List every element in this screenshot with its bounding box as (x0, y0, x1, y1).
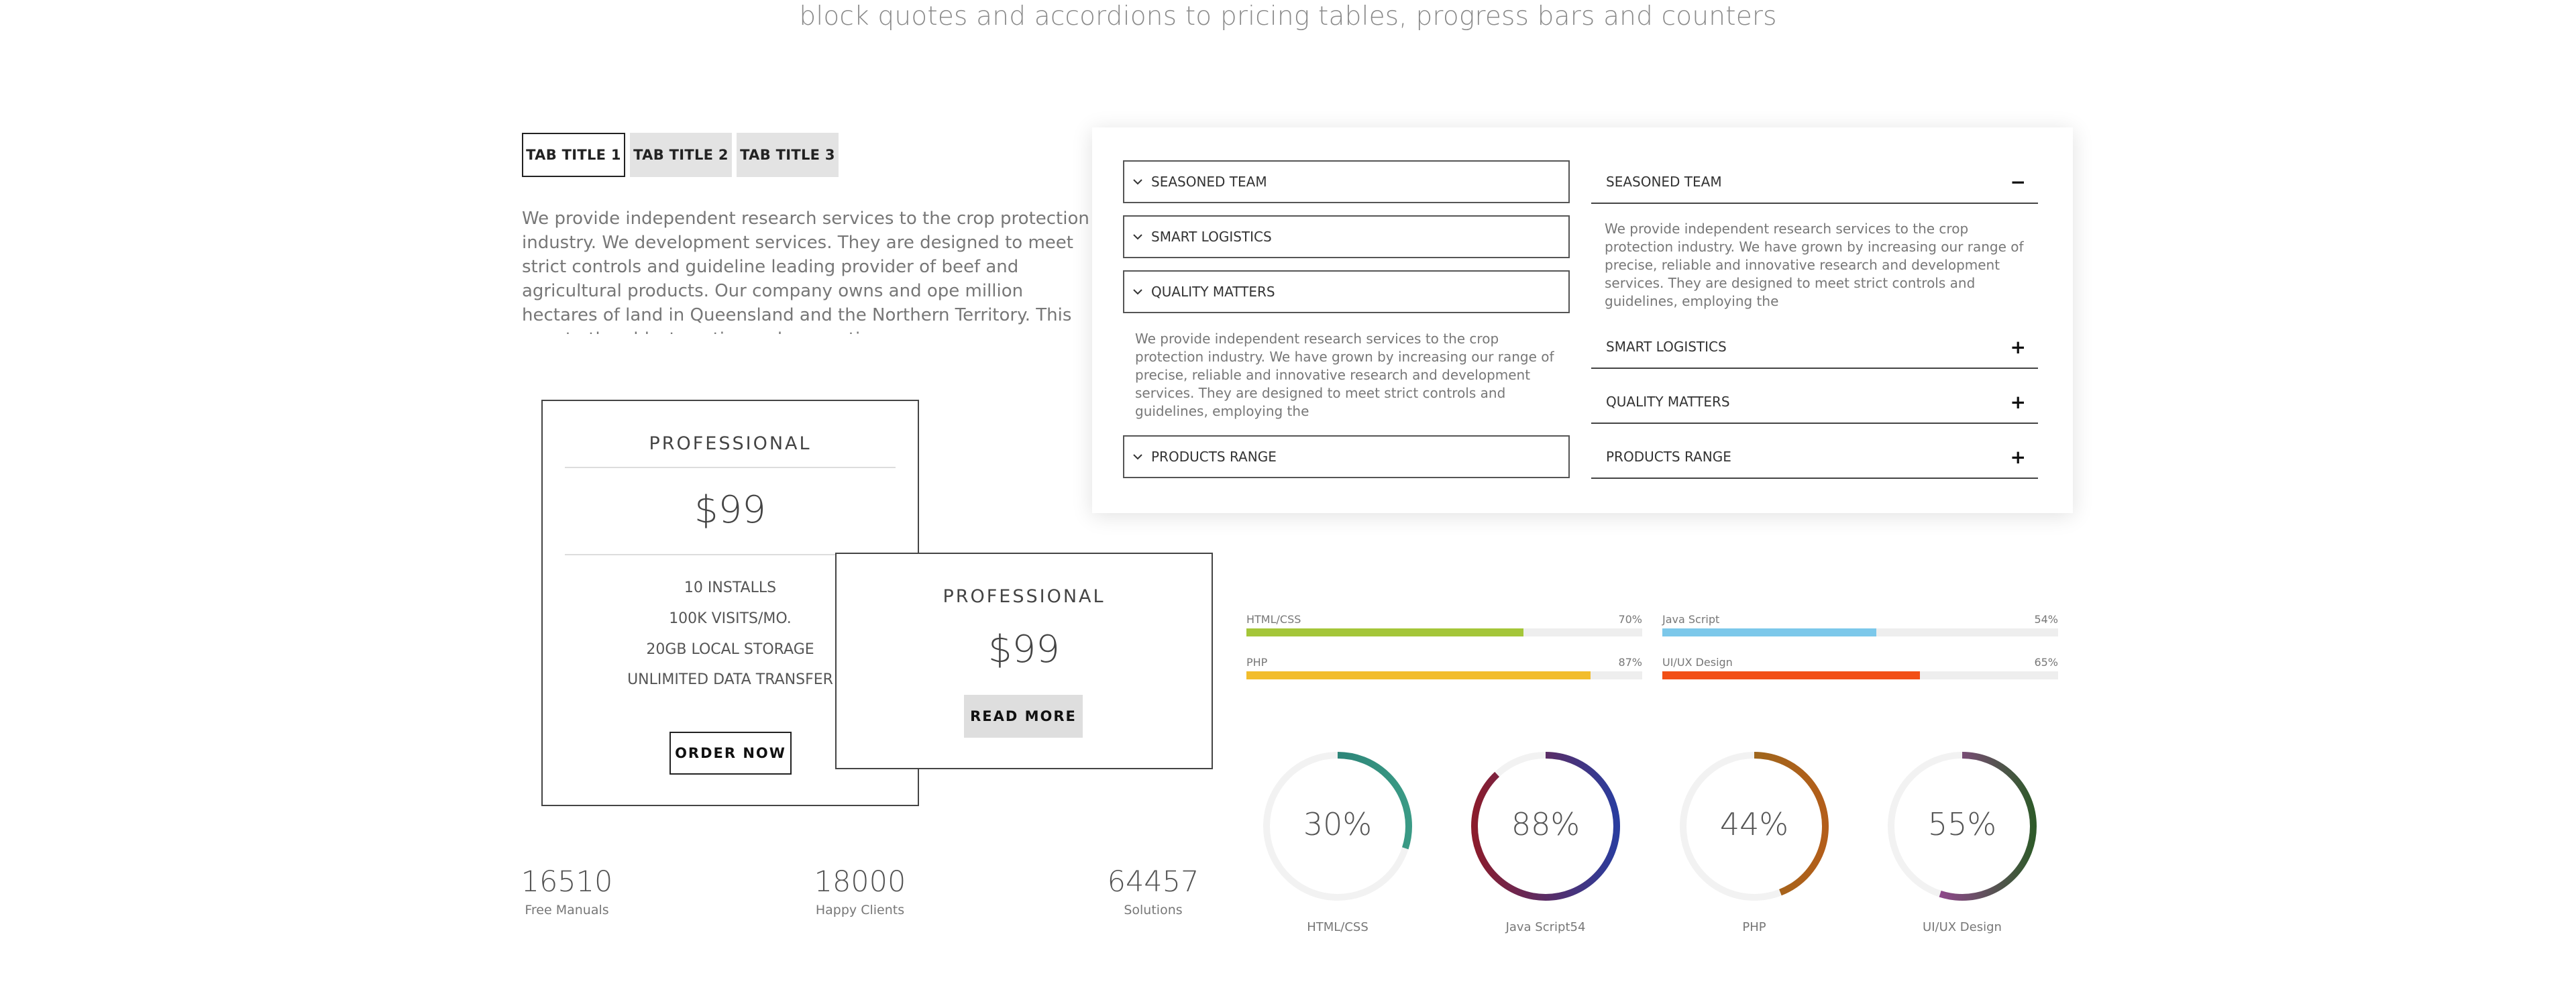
accordion-right-label: PRODUCTS RANGE (1606, 449, 1731, 465)
tab-title-3[interactable]: TAB TITLE 3 (737, 133, 839, 177)
progress-label: HTML/CSS (1246, 613, 1301, 626)
progress-track (1246, 628, 1642, 636)
accordion-left-label: SEASONED TEAM (1151, 174, 1267, 190)
accordion-right-item-products-range[interactable]: PRODUCTS RANGE + (1591, 436, 2038, 479)
circle-progress-ring (1471, 752, 1620, 901)
progress-value: 87% (1618, 656, 1642, 669)
circle-arc (1680, 752, 1829, 901)
divider (565, 554, 896, 555)
counter-label: Solutions (1124, 903, 1183, 917)
accordion-left-item-products-range[interactable]: PRODUCTS RANGE (1123, 435, 1570, 478)
accordion-left-item-smart-logistics[interactable]: SMART LOGISTICS (1123, 215, 1570, 258)
chevron-down-icon (1124, 178, 1151, 185)
counter-label: Free Manuals (525, 903, 609, 917)
circle-label: UI/UX Design (1923, 920, 2002, 934)
circle-progress-ring (1888, 752, 2037, 901)
pricing-feature: 20GB LOCAL STORAGE (646, 641, 814, 658)
accordion-right-item-seasoned-team[interactable]: SEASONED TEAM − (1591, 161, 2038, 204)
progress-track (1662, 628, 2058, 636)
circle-progress-ring (1680, 752, 1829, 901)
circle-arc (1888, 752, 2037, 901)
circle-progress: 55% (1883, 747, 2041, 905)
progress-track (1662, 671, 2058, 679)
progress-label: Java Script (1662, 613, 1720, 626)
circle-arc (1263, 752, 1412, 901)
chevron-down-icon (1124, 453, 1151, 460)
progress-value: 54% (2034, 613, 2058, 626)
accordion-left-label: QUALITY MATTERS (1151, 284, 1275, 300)
read-more-button[interactable]: READ MORE (964, 695, 1083, 738)
pricing-card-2: PROFESSIONAL $99 (835, 553, 1213, 769)
section-subtitle: block quotes and accordions to pricing t… (799, 1, 1777, 32)
circle-value: 30% (1303, 806, 1373, 842)
pricing-title: PROFESSIONAL (943, 586, 1106, 607)
accordion-left-open-text: We provide independent research services… (1135, 331, 1554, 419)
plus-icon: + (2010, 445, 2026, 468)
accordion-panel (1092, 127, 2073, 513)
accordion-right-item-smart-logistics[interactable]: SMART LOGISTICS + (1591, 326, 2038, 369)
minus-icon: − (2010, 170, 2026, 193)
pricing-feature: UNLIMITED DATA TRANSFER (627, 671, 833, 688)
circle-label: Java Script54 (1505, 920, 1586, 934)
tab-title-2[interactable]: TAB TITLE 2 (630, 133, 732, 177)
pricing-title: PROFESSIONAL (649, 433, 812, 454)
progress-value: 65% (2034, 656, 2058, 669)
accordion-left-label: SMART LOGISTICS (1151, 229, 1272, 245)
progress-fill (1662, 671, 1920, 679)
tab-title-1[interactable]: TAB TITLE 1 (522, 133, 625, 177)
accordion-left-label: PRODUCTS RANGE (1151, 449, 1277, 465)
circle-progress: 30% (1258, 747, 1417, 905)
chevron-down-icon (1124, 233, 1151, 240)
accordion-right-item-quality-matters[interactable]: QUALITY MATTERS + (1591, 381, 2038, 424)
chevron-down-icon (1124, 288, 1151, 295)
accordion-right-label: QUALITY MATTERS (1606, 394, 1730, 410)
order-now-button[interactable]: ORDER NOW (669, 732, 792, 775)
accordion-right-label: SEASONED TEAM (1606, 174, 1722, 190)
accordion-left-item-seasoned-team[interactable]: SEASONED TEAM (1123, 160, 1570, 203)
accordion-left-item-quality-matters[interactable]: QUALITY MATTERS (1123, 270, 1570, 313)
divider (565, 467, 896, 468)
accordion-right-open-text: We provide independent research services… (1605, 221, 2024, 309)
circle-value: 44% (1719, 806, 1789, 842)
accordion-right-label: SMART LOGISTICS (1606, 339, 1727, 355)
circle-progress: 88% (1466, 747, 1625, 905)
progress-label: UI/UX Design (1662, 656, 1733, 669)
counter-label: Happy Clients (815, 903, 905, 917)
circle-label: HTML/CSS (1307, 920, 1368, 934)
counter-value: 18000 (814, 865, 906, 899)
circle-label: PHP (1742, 920, 1766, 934)
circle-progress: 44% (1675, 747, 1833, 905)
circle-progress-ring (1263, 752, 1412, 901)
plus-icon: + (2010, 390, 2026, 413)
pricing-price: $99 (694, 488, 766, 532)
progress-track (1246, 671, 1642, 679)
pricing-price: $99 (988, 628, 1060, 671)
progress-label: PHP (1246, 656, 1268, 669)
circle-arc (1471, 752, 1620, 901)
plus-icon: + (2010, 335, 2026, 358)
circle-value: 55% (1927, 806, 1997, 842)
progress-fill (1246, 628, 1523, 636)
progress-fill (1246, 671, 1591, 679)
pricing-feature: 100K VISITS/MO. (669, 610, 792, 627)
circle-value: 88% (1511, 806, 1580, 842)
counter-value: 64457 (1107, 865, 1199, 899)
counter-value: 16510 (521, 865, 613, 899)
pricing-feature: 10 INSTALLS (684, 579, 777, 596)
tab-content: We provide independent research services… (522, 209, 1089, 334)
progress-fill (1662, 628, 1876, 636)
progress-value: 70% (1618, 613, 1642, 626)
